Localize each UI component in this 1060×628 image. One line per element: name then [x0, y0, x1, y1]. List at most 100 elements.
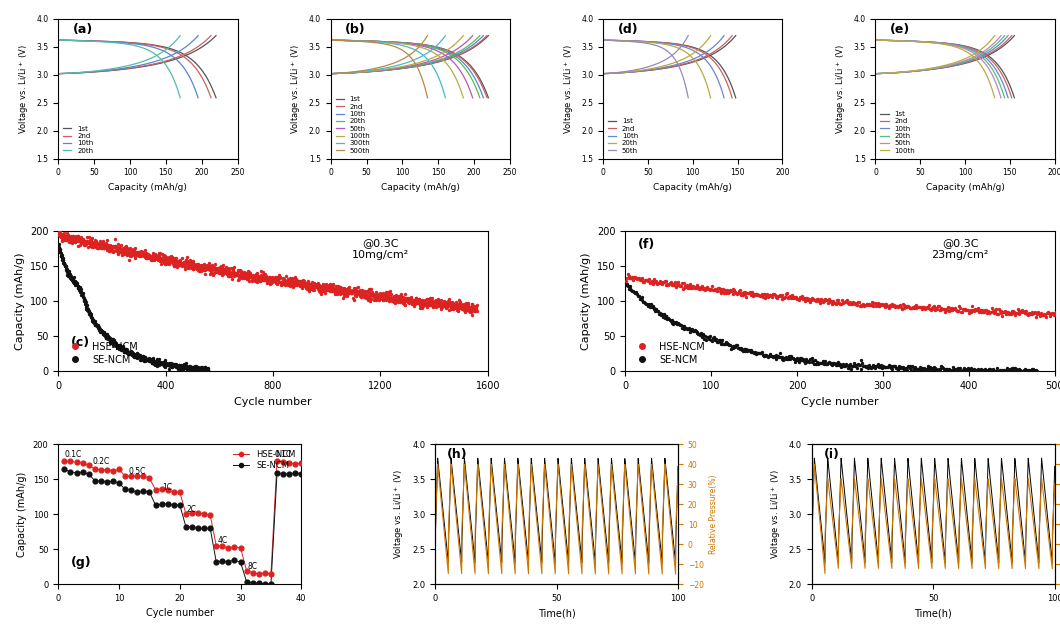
- Point: [440, 294, 457, 304]
- Point: [138, 354, 155, 364]
- Point: [966, 364, 983, 374]
- Point: [199, 264, 216, 274]
- 1st: [418, 62, 430, 69]
- Point: [70, 284, 87, 294]
- Point: [151, 251, 167, 261]
- Point: [83, 313, 100, 323]
- Point: [179, 362, 196, 372]
- Point: [328, 283, 345, 293]
- Point: [442, 304, 459, 314]
- 100th: [939, 62, 952, 69]
- Point: [918, 365, 935, 376]
- Text: (c): (c): [71, 336, 90, 349]
- Point: [724, 284, 741, 294]
- Point: [834, 359, 851, 369]
- Point: [383, 294, 400, 304]
- Point: [109, 341, 126, 351]
- Point: [329, 288, 346, 298]
- Point: [843, 364, 860, 374]
- Point: [813, 358, 830, 368]
- Point: [294, 278, 311, 288]
- Point: [319, 285, 336, 295]
- Point: [260, 274, 277, 284]
- Point: [803, 294, 820, 304]
- Point: [247, 271, 264, 281]
- Point: [792, 293, 809, 303]
- 1st: [986, 49, 999, 57]
- Point: [852, 355, 869, 365]
- Point: [432, 302, 449, 312]
- Point: [117, 347, 134, 357]
- Point: [255, 275, 272, 285]
- Point: [275, 274, 292, 284]
- Point: [59, 235, 76, 245]
- Point: [108, 246, 125, 256]
- Point: [455, 300, 472, 310]
- Point: [234, 270, 251, 280]
- Point: [283, 277, 300, 287]
- Point: [159, 254, 176, 264]
- Point: [156, 357, 173, 367]
- Point: [126, 251, 143, 261]
- Point: [272, 279, 289, 290]
- Point: [290, 279, 307, 290]
- Point: [156, 360, 173, 370]
- Point: [618, 279, 635, 290]
- Point: [826, 298, 843, 308]
- Point: [827, 299, 844, 309]
- Point: [186, 262, 202, 272]
- Point: [83, 235, 100, 245]
- Point: [126, 253, 143, 263]
- Point: [131, 351, 148, 361]
- Point: [242, 268, 259, 278]
- 50th: [597, 70, 610, 77]
- Point: [690, 281, 707, 291]
- Point: [386, 293, 403, 303]
- Point: [158, 259, 175, 269]
- Point: [268, 275, 285, 285]
- Point: [87, 237, 104, 247]
- Point: [431, 298, 448, 308]
- Legend: 1st, 2nd, 10th, 20th: 1st, 2nd, 10th, 20th: [61, 124, 94, 155]
- Point: [316, 284, 333, 294]
- Point: [462, 304, 479, 314]
- Point: [850, 297, 867, 307]
- Point: [438, 302, 455, 312]
- Point: [262, 274, 279, 284]
- Point: [422, 296, 439, 306]
- Point: [144, 250, 161, 260]
- Point: [348, 283, 365, 293]
- Point: [87, 320, 104, 330]
- Point: [149, 357, 166, 367]
- Point: [399, 295, 416, 305]
- Point: [894, 363, 911, 373]
- Point: [722, 285, 739, 295]
- Point: [240, 274, 257, 284]
- Point: [759, 292, 776, 302]
- Point: [50, 227, 67, 237]
- 2nd: [726, 32, 739, 40]
- Point: [219, 543, 236, 553]
- Point: [270, 273, 287, 283]
- Point: [986, 307, 1003, 317]
- Point: [776, 353, 793, 363]
- Point: [997, 308, 1014, 318]
- Point: [100, 241, 117, 251]
- 20th: [660, 62, 673, 69]
- Point: [50, 239, 67, 249]
- Point: [306, 282, 323, 292]
- Point: [994, 365, 1011, 376]
- Point: [74, 289, 91, 299]
- Point: [117, 247, 134, 257]
- Point: [80, 305, 96, 315]
- Point: [375, 294, 392, 304]
- Point: [338, 286, 355, 296]
- Point: [394, 292, 411, 302]
- Point: [271, 273, 288, 283]
- Point: [110, 246, 127, 256]
- Point: [394, 295, 411, 305]
- Point: [84, 233, 101, 243]
- Point: [246, 271, 263, 281]
- Point: [845, 298, 862, 308]
- Point: [388, 293, 405, 303]
